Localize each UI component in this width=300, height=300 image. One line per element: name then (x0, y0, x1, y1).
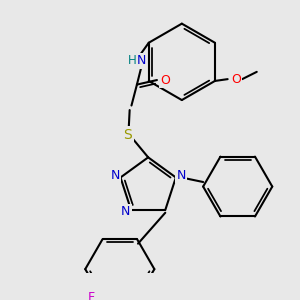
Text: S: S (124, 128, 132, 142)
Text: N: N (177, 169, 186, 182)
Text: N: N (110, 169, 120, 182)
Text: H: H (128, 54, 137, 68)
Text: N: N (137, 54, 146, 68)
Text: O: O (231, 73, 241, 85)
Text: F: F (88, 291, 95, 300)
Text: O: O (160, 74, 170, 86)
Text: N: N (121, 205, 130, 218)
